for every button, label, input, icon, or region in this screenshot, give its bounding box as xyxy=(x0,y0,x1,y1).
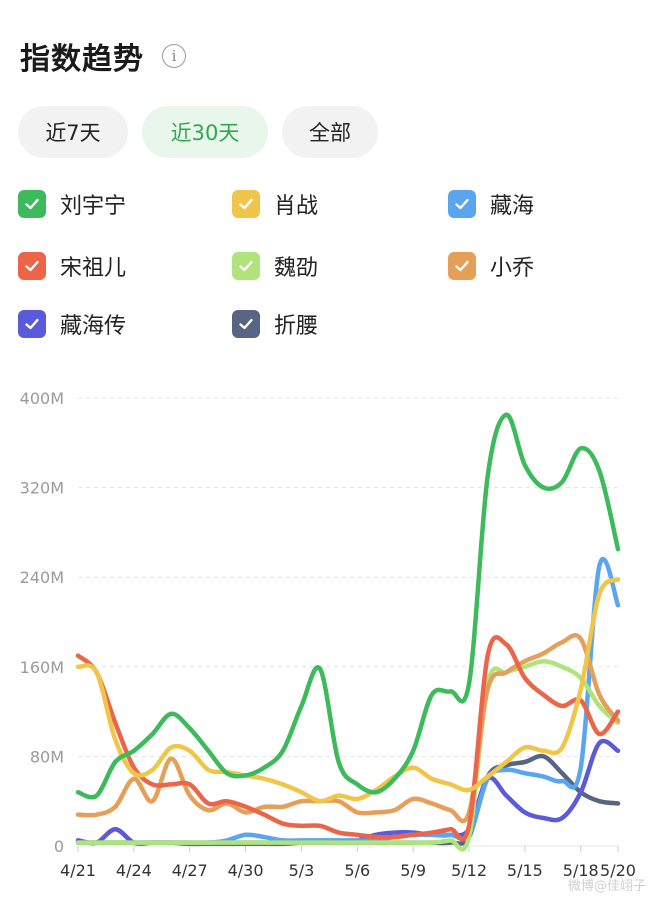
page-title: 指数趋势 xyxy=(20,42,144,77)
x-tick-label: 4/30 xyxy=(228,861,264,880)
legend-item-liuyuning[interactable]: 刘宇宁 xyxy=(18,188,126,220)
legend-label: 折腰 xyxy=(274,314,319,339)
legend-item-songzuer[interactable]: 宋祖儿 xyxy=(18,250,126,282)
series-line-3 xyxy=(75,635,621,842)
y-tick-label: 320M xyxy=(20,479,64,498)
checkbox-icon xyxy=(232,190,260,218)
checkbox-icon xyxy=(232,310,260,338)
x-tick-label: 4/27 xyxy=(172,861,208,880)
x-tick-label: 4/21 xyxy=(60,861,96,880)
checkbox-icon xyxy=(232,252,260,280)
x-tick-label: 5/20 xyxy=(600,861,636,880)
checkbox-icon xyxy=(448,252,476,280)
tab-all[interactable]: 全部 xyxy=(282,106,378,158)
x-tick-label: 5/12 xyxy=(451,861,487,880)
tab-30-days[interactable]: 近30天 xyxy=(142,106,268,158)
legend-item-canghaizhuan[interactable]: 藏海传 xyxy=(18,308,126,340)
legend-label: 肖战 xyxy=(274,194,319,219)
watermark: 微博@佳翊子 xyxy=(567,879,646,894)
x-tick-label: 5/18 xyxy=(563,861,599,880)
series-line-5 xyxy=(75,633,621,824)
y-tick-label: 400M xyxy=(20,389,64,408)
x-tick-label: 5/15 xyxy=(507,861,543,880)
series-line-4 xyxy=(75,658,621,852)
x-tick-label: 4/24 xyxy=(116,861,152,880)
y-tick-label: 240M xyxy=(20,568,64,587)
legend-item-weishao[interactable]: 魏劭 xyxy=(232,250,318,282)
legend-label: 刘宇宁 xyxy=(60,194,127,219)
y-tick-label: 0 xyxy=(54,837,64,856)
tab-7-days[interactable]: 近7天 xyxy=(18,106,128,158)
x-tick-label: 5/3 xyxy=(289,861,315,880)
series-line-0 xyxy=(75,412,621,800)
checkbox-icon xyxy=(18,190,46,218)
x-tick-label: 5/9 xyxy=(400,861,426,880)
legend-item-zheyao[interactable]: 折腰 xyxy=(232,308,318,340)
legend-item-xiaozhan[interactable]: 肖战 xyxy=(232,188,318,220)
time-range-tabs: 近7天 近30天 全部 xyxy=(18,106,378,158)
series-line-1 xyxy=(75,577,621,804)
legend-item-canghai[interactable]: 藏海 xyxy=(448,188,534,220)
y-tick-label: 80M xyxy=(30,747,64,766)
info-icon[interactable]: i xyxy=(162,44,186,68)
x-tick-label: 5/6 xyxy=(344,861,370,880)
legend-label: 魏劭 xyxy=(274,256,319,281)
legend-label: 宋祖儿 xyxy=(60,256,127,281)
legend-label: 小乔 xyxy=(490,256,535,281)
checkbox-icon xyxy=(18,310,46,338)
y-tick-label: 160M xyxy=(20,658,64,677)
checkbox-icon xyxy=(18,252,46,280)
legend-label: 藏海传 xyxy=(60,314,127,339)
legend-label: 藏海 xyxy=(490,194,535,219)
header: 指数趋势 i xyxy=(20,34,186,78)
legend-item-xiaoqiao[interactable]: 小乔 xyxy=(448,250,534,282)
checkbox-icon xyxy=(448,190,476,218)
trend-chart: 0 80M 160M 240M 320M 400M 4/21 4/24 4/27 4/30 5/3 5… xyxy=(20,389,636,880)
series-line-2 xyxy=(75,556,621,846)
